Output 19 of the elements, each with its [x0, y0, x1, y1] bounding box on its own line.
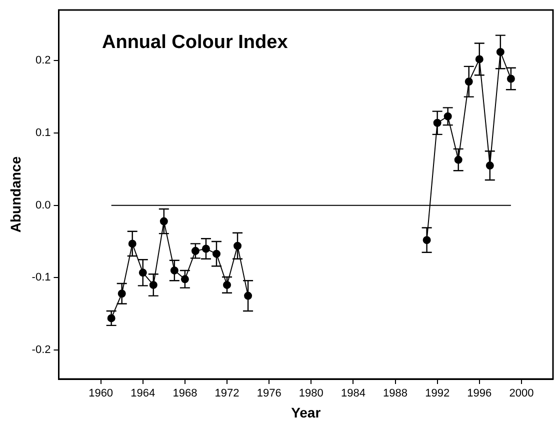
- x-tick-label: 1972: [214, 388, 240, 400]
- y-tick-label: -0.2: [32, 344, 51, 356]
- x-tick-label: 1960: [88, 388, 114, 400]
- x-tick-label: 1992: [425, 388, 450, 400]
- x-tick-label: 1988: [383, 388, 408, 400]
- x-axis-title: Year: [291, 404, 322, 420]
- x-tick-label: 1984: [340, 388, 366, 400]
- y-tick-label: -0.1: [32, 272, 51, 284]
- x-tick-label: 1996: [467, 388, 492, 400]
- y-tick-label: 0.1: [35, 127, 51, 140]
- text: Annual Colour Index: [102, 32, 288, 54]
- x-tick-label: 1980: [298, 388, 324, 400]
- y-tick-label: 0.2: [35, 54, 51, 67]
- y-axis-title: Abundance: [7, 156, 24, 233]
- y-tick-label: 0.0: [35, 199, 51, 212]
- x-tick-label: 1968: [172, 388, 198, 400]
- x-tick-label: 2000: [509, 388, 534, 400]
- x-tick-label: 1976: [256, 388, 282, 400]
- x-tick-label: 1964: [130, 388, 156, 400]
